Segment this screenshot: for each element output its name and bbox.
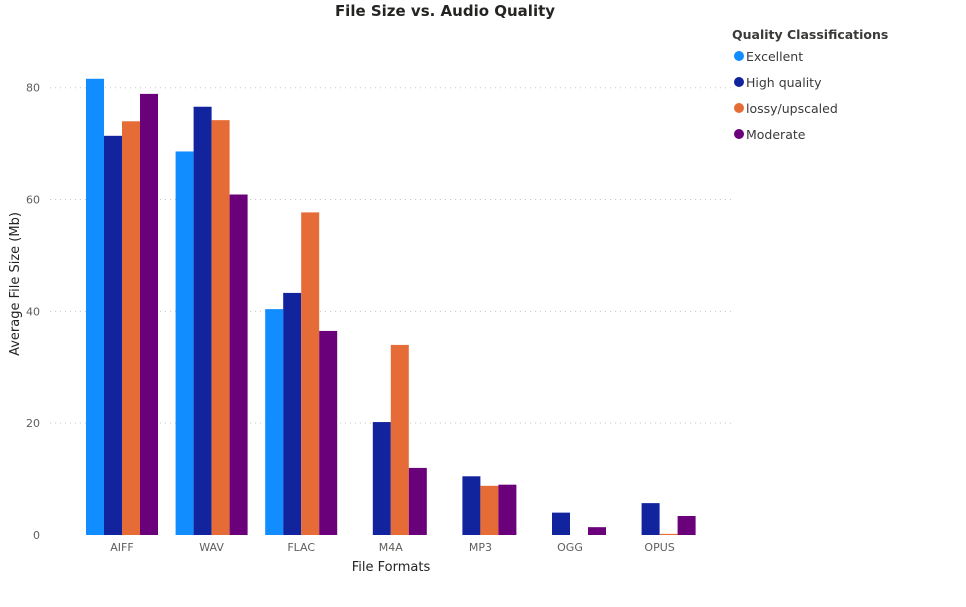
x-tick-label: OPUS [644, 541, 674, 554]
y-tick-label: 60 [26, 194, 40, 207]
y-tick-label: 40 [26, 305, 40, 318]
x-tick-label: AIFF [110, 541, 133, 554]
bar-moderate-aiff [140, 93, 158, 536]
legend: Quality Classifications Excellent High qu… [732, 27, 888, 142]
legend-marker [734, 103, 744, 113]
y-tick-label: 20 [26, 417, 40, 430]
bar-high-quality-m4a [372, 422, 391, 535]
legend-title: Quality Classifications [732, 27, 888, 42]
bar-moderate-opus [677, 515, 696, 535]
y-tick-label: 80 [26, 82, 40, 95]
bar-excellent-flac [265, 309, 284, 535]
chart-title: File Size vs. Audio Quality [335, 2, 555, 20]
y-axis-title: Average File Size (Mb) [8, 212, 23, 356]
bar-lossy-upscaled-flac [301, 212, 320, 535]
bar-lossy-upscaled-mp3 [480, 485, 499, 535]
x-axis-ticks: AIFF WAV FLAC M4A MP3 OGG OPUS [110, 541, 674, 554]
legend-label: High quality [746, 75, 822, 90]
bar-high-quality-aiff [104, 135, 122, 536]
y-tick-label: 0 [33, 529, 40, 542]
bar-moderate-m4a [408, 467, 427, 535]
bar-high-quality-flac [283, 292, 302, 535]
legend-marker [734, 129, 744, 139]
bar-lossy-upscaled-opus [659, 533, 678, 535]
legend-marker [734, 51, 744, 61]
legend-label: Moderate [746, 127, 806, 142]
bar-high-quality-mp3 [462, 476, 481, 535]
x-tick-label: WAV [199, 541, 224, 554]
legend-marker [734, 77, 744, 87]
legend-label: lossy/upscaled [746, 101, 838, 116]
bars [86, 78, 696, 536]
bar-high-quality-opus [641, 503, 660, 535]
x-axis-title: File Formats [352, 560, 431, 575]
bar-lossy-upscaled-wav [211, 120, 230, 536]
legend-label: Excellent [746, 49, 803, 64]
bar-high-quality-ogg [552, 512, 570, 535]
x-tick-label: FLAC [287, 541, 315, 554]
bar-moderate-wav [229, 194, 248, 535]
x-tick-label: M4A [379, 541, 403, 554]
bar-excellent-wav [175, 151, 194, 536]
x-tick-label: MP3 [469, 541, 492, 554]
bar-high-quality-wav [193, 106, 212, 536]
bar-moderate-flac [319, 330, 338, 535]
y-axis-ticks: 0 20 40 60 80 [26, 82, 40, 542]
bar-excellent-aiff [86, 78, 104, 536]
x-tick-label: OGG [557, 541, 583, 554]
bar-lossy-upscaled-aiff [122, 121, 140, 535]
bar-lossy-upscaled-m4a [390, 344, 409, 535]
bar-moderate-mp3 [498, 484, 517, 535]
bar-moderate-ogg [588, 527, 606, 535]
